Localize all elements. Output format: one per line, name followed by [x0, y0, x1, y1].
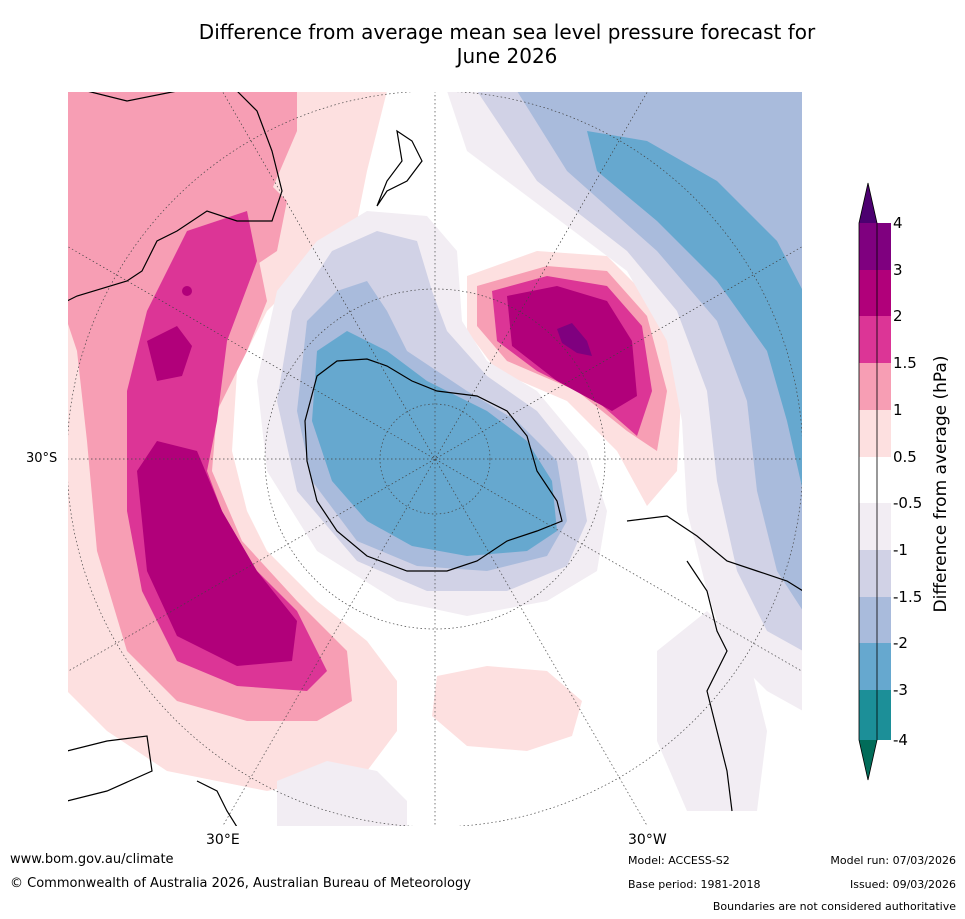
negative-anomaly-antarctica: [257, 211, 607, 616]
graticule-lat-45: [264, 288, 606, 630]
copyright-text: © Commonwealth of Australia 2026, Austra…: [10, 876, 471, 891]
contour-2-3-west-dot: [182, 286, 192, 296]
contour-2-3-west: [137, 441, 297, 666]
graticule-lon-60w: [67, 245, 803, 673]
colorbar-tick-label: 4: [893, 214, 903, 232]
graticule-lon-30w: [221, 91, 649, 827]
pressure-anomaly-map: [67, 91, 803, 827]
australia-coast: [67, 91, 283, 302]
contour-3-4-east: [557, 323, 592, 356]
colorbar-neg-2-3: [859, 643, 891, 690]
colorbar-arrow-bottom: [859, 740, 877, 780]
contour-neg-2-3-ant: [312, 331, 557, 556]
new-zealand-coast: [376, 129, 423, 207]
map-title: Difference from average mean sea level p…: [0, 20, 965, 68]
colorbar-1-1.5: [859, 363, 891, 410]
title-line-2: June 2026: [456, 44, 558, 68]
colorbar-tick-label: 2: [893, 307, 903, 325]
antarctica-coast: [304, 358, 563, 572]
colorbar-neg-1.5-2: [859, 597, 891, 643]
colorbar-tick-label: 3: [893, 261, 903, 279]
colorbar-neg-0.5-1: [859, 503, 891, 550]
base-period-text: Base period: 1981-2018: [628, 878, 761, 891]
coastlines: [67, 91, 803, 827]
colorbar: 4 3 2 1.5 1 0.5 -0.5 -1 -1.5 -2 -3 -4: [858, 182, 922, 781]
issued-text: Issued: 09/03/2026: [849, 878, 956, 891]
colorbar-tick-label: -1: [893, 541, 908, 559]
colorbar-arrow-top: [859, 183, 877, 223]
colorbar-1.5-2: [859, 316, 891, 363]
south-america-coast: [626, 515, 803, 812]
colorbar-tick-label: -3: [893, 681, 908, 699]
colorbar-0.5-1: [859, 410, 891, 457]
colorbar-outline: [858, 182, 878, 781]
colorbar-tick-label: 1.5: [893, 354, 917, 372]
contour-neg-2-3-ne: [587, 131, 803, 491]
model-run-text: Model run: 07/03/2026: [830, 854, 956, 867]
colorbar-tick-label: 0.5: [893, 448, 917, 466]
contour-neg-0.5-1-south: [277, 761, 407, 827]
colorbar-neg-3-4: [859, 690, 891, 740]
colorbar-2-3: [859, 270, 891, 316]
contour-0.5-1-southeast: [432, 666, 582, 751]
title-line-1: Difference from average mean sea level p…: [198, 20, 816, 44]
colorbar-tick-label: -4: [893, 731, 908, 749]
positive-anomaly-west: [67, 91, 397, 791]
colorbar-neutral: [859, 457, 891, 503]
graticule-lon-30e: [221, 91, 649, 827]
lon-label-30w: 30°W: [628, 832, 667, 848]
model-text: Model: ACCESS-S2: [628, 854, 730, 867]
colorbar-tick-label: -1.5: [893, 588, 922, 606]
colorbar-tick-label: -0.5: [893, 494, 922, 512]
colorbar-neg-1-1.5: [859, 550, 891, 597]
lat-label-30s: 30°S: [26, 451, 58, 466]
disclaimer-text: Boundaries are not considered authoritat…: [712, 900, 956, 913]
graticule: [67, 91, 803, 827]
graticule-lon-60e: [67, 245, 803, 673]
website-link[interactable]: www.bom.gov.au/climate: [10, 852, 174, 867]
colorbar-tick-label: 1: [893, 401, 903, 419]
colorbar-label: Difference from average (hPa): [931, 355, 951, 613]
africa-coast: [67, 735, 238, 827]
contour-2-3-west-small: [147, 326, 192, 381]
negative-anomaly-east: [447, 91, 803, 711]
colorbar-tick-label: -2: [893, 634, 908, 652]
colorbar-3-4: [859, 223, 891, 270]
lon-label-30e: 30°E: [206, 832, 240, 848]
